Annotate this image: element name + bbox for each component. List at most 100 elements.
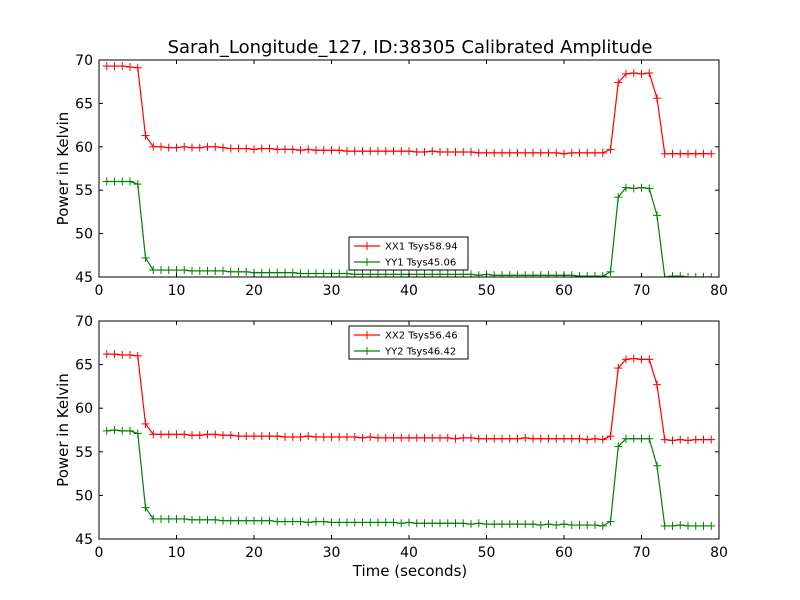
data-point bbox=[428, 147, 437, 156]
data-point bbox=[133, 63, 142, 72]
data-point bbox=[443, 519, 452, 528]
data-point bbox=[118, 426, 127, 435]
data-point bbox=[420, 148, 429, 157]
data-point bbox=[164, 266, 173, 275]
y-tick-label: 60 bbox=[75, 401, 93, 417]
data-point bbox=[707, 149, 716, 158]
data-point bbox=[536, 148, 545, 157]
data-point bbox=[490, 271, 499, 277]
data-point bbox=[498, 434, 506, 443]
data-point bbox=[606, 517, 615, 526]
data-point bbox=[343, 518, 351, 527]
data-point bbox=[195, 266, 204, 275]
data-point bbox=[552, 271, 561, 277]
data-point bbox=[265, 516, 274, 525]
data-point bbox=[188, 431, 196, 440]
data-point bbox=[412, 519, 421, 528]
data-point bbox=[660, 149, 669, 158]
legend-label: XX2 Tsys56.46 bbox=[385, 331, 458, 342]
data-point bbox=[583, 435, 592, 444]
data-point bbox=[575, 272, 584, 277]
data-point bbox=[335, 432, 344, 441]
data-point bbox=[219, 143, 227, 152]
data-point bbox=[653, 211, 661, 220]
data-point bbox=[707, 521, 716, 530]
legend-label: YY2 Tsys46.42 bbox=[384, 347, 456, 358]
x-tick-label: 70 bbox=[633, 545, 651, 561]
data-point bbox=[110, 426, 119, 434]
data-point bbox=[141, 503, 150, 512]
data-point bbox=[660, 273, 669, 277]
data-point bbox=[366, 432, 375, 441]
data-point bbox=[273, 145, 282, 154]
data-point bbox=[141, 131, 150, 140]
series-0 bbox=[102, 62, 716, 158]
data-point bbox=[219, 516, 227, 525]
data-point bbox=[428, 270, 437, 277]
data-point bbox=[513, 520, 522, 529]
data-point bbox=[374, 518, 382, 527]
data-point bbox=[459, 519, 468, 528]
data-point bbox=[126, 177, 134, 186]
data-point bbox=[614, 442, 623, 451]
y-tick-label: 55 bbox=[75, 183, 93, 199]
data-point bbox=[552, 148, 561, 157]
data-point bbox=[211, 430, 220, 439]
data-point bbox=[575, 148, 584, 157]
data-point bbox=[250, 516, 258, 525]
data-point bbox=[203, 430, 212, 439]
data-point bbox=[660, 521, 669, 530]
data-point bbox=[319, 517, 328, 526]
data-point bbox=[505, 148, 514, 157]
upper-plot: 0 10 20 30 40 50 60 70 80 45 50 55 60 65 70 Power in Ke… bbox=[54, 53, 728, 299]
data-point bbox=[544, 148, 553, 157]
data-point bbox=[498, 148, 506, 157]
x-tick-label: 60 bbox=[555, 545, 573, 561]
series-0 bbox=[102, 350, 716, 445]
data-point bbox=[436, 270, 444, 277]
data-point bbox=[474, 519, 483, 528]
data-point bbox=[164, 143, 173, 152]
data-point bbox=[157, 266, 165, 275]
data-point bbox=[459, 433, 468, 442]
data-point bbox=[567, 148, 576, 157]
data-point bbox=[211, 515, 220, 524]
data-point bbox=[350, 270, 359, 277]
data-point bbox=[536, 271, 545, 277]
legend-item: YY2 Tsys46.42 bbox=[354, 347, 456, 358]
legend: XX2 Tsys56.46 YY2 Tsys46.42 bbox=[348, 325, 469, 360]
data-point bbox=[343, 147, 351, 156]
data-point bbox=[567, 271, 576, 277]
x-tick-label: 10 bbox=[168, 545, 186, 561]
data-point bbox=[451, 519, 460, 528]
data-point bbox=[381, 433, 390, 442]
data-point bbox=[335, 518, 344, 527]
data-point bbox=[529, 148, 537, 157]
data-point bbox=[188, 266, 196, 275]
data-point bbox=[505, 520, 514, 529]
data-point bbox=[684, 273, 692, 277]
data-point bbox=[234, 144, 243, 153]
x-tick-label: 50 bbox=[478, 283, 496, 299]
data-point bbox=[405, 518, 413, 527]
lower-plot: 0 10 20 30 40 50 60 70 80 45 50 55 60 65 70 Power in Ke… bbox=[54, 314, 728, 561]
data-point bbox=[242, 267, 251, 276]
data-point bbox=[529, 434, 537, 443]
data-point bbox=[637, 355, 646, 364]
x-tick-label: 30 bbox=[323, 545, 341, 561]
data-point bbox=[691, 435, 700, 444]
data-point bbox=[629, 354, 638, 363]
data-point bbox=[374, 147, 382, 156]
data-point bbox=[366, 147, 375, 156]
data-point bbox=[529, 520, 537, 529]
data-point bbox=[374, 270, 382, 277]
data-point bbox=[490, 148, 499, 157]
data-point bbox=[653, 94, 661, 103]
data-point bbox=[265, 432, 274, 441]
data-point bbox=[242, 144, 251, 153]
data-point bbox=[443, 148, 452, 157]
data-point bbox=[513, 271, 522, 277]
data-point bbox=[498, 271, 506, 277]
data-point bbox=[560, 520, 568, 529]
data-point bbox=[257, 516, 266, 525]
